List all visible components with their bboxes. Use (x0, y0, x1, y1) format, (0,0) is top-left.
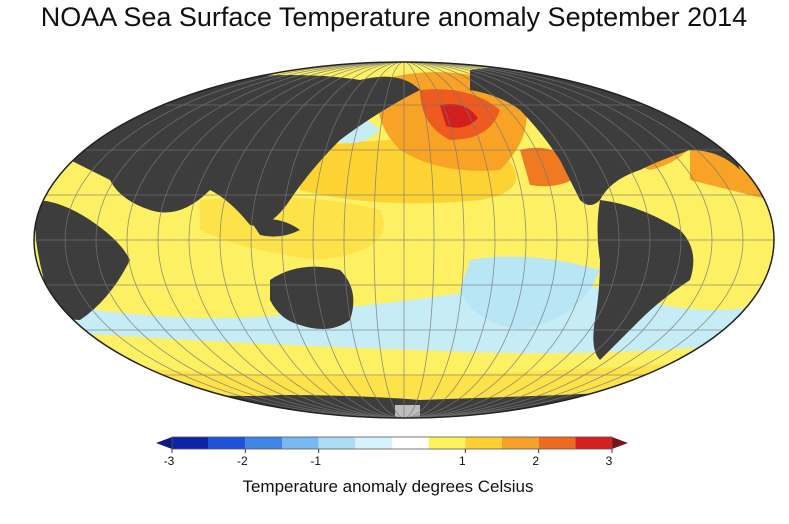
colorbar-segment (502, 437, 539, 449)
colorbar-segment (392, 437, 429, 449)
colorbar-tick-label: -2 (237, 454, 248, 468)
colorbar-tick-label: 3 (606, 454, 613, 468)
colorbar-segment (245, 437, 282, 449)
colorbar-tick-label: 1 (459, 454, 466, 468)
colorbar-segment (208, 437, 246, 449)
colorbar-segment (172, 437, 209, 449)
colorbar-label: Temperature anomaly degrees Celsius (242, 477, 533, 496)
colorbar-frame (171, 436, 613, 450)
colorbar-segment (428, 437, 466, 449)
colorbar-tick-label: -3 (164, 454, 175, 468)
colorbar: -3 -2 -1 1 2 3 (156, 436, 628, 468)
title: NOAA Sea Surface Temperature anomaly Sep… (41, 2, 747, 32)
colorbar-segment (355, 437, 392, 449)
colorbar-segment (282, 437, 319, 449)
colorbar-tick-label: -1 (310, 454, 321, 468)
colorbar-segment (538, 437, 576, 449)
colorbar-segment (318, 437, 356, 449)
globe-outline (33, 61, 775, 419)
colorbar-tick-label: 2 (532, 454, 539, 468)
colorbar-over (612, 437, 628, 449)
colorbar-under (156, 437, 172, 449)
colorbar-segment (575, 437, 612, 449)
colorbar-segment (465, 437, 502, 449)
